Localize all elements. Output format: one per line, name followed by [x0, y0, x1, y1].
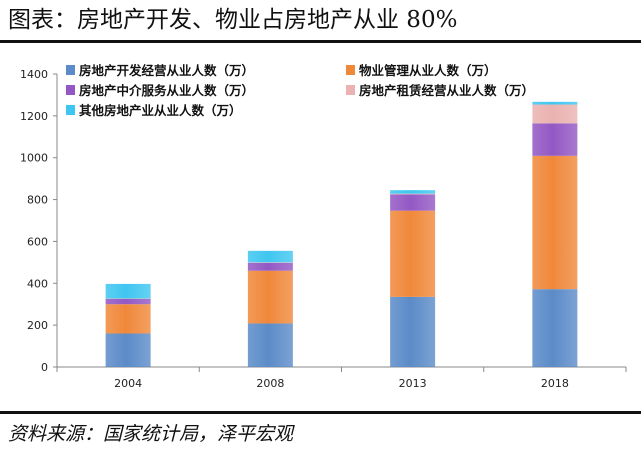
- bar-segment-2013-s4: [390, 190, 436, 194]
- bar-segment-2008-s2: [247, 262, 293, 271]
- bar-segment-2008-s0: [247, 323, 293, 367]
- bar-segment-2018-s0: [532, 289, 578, 367]
- legend-swatch: [346, 65, 355, 75]
- bar-segment-2013-s1: [390, 210, 436, 297]
- chart-title: 图表：房地产开发、物业占房地产从业 80%: [8, 7, 458, 33]
- footer-divider: [0, 411, 641, 414]
- y-tick-label: 0: [41, 361, 48, 374]
- legend-label: 房地产开发经营从业人数（万）: [79, 63, 254, 78]
- x-tick-label: 2018: [541, 377, 569, 390]
- legend-swatch: [66, 65, 75, 75]
- title-divider: [0, 40, 641, 43]
- bar-segment-2018-s1: [532, 155, 578, 290]
- x-tick-label: 2008: [256, 377, 284, 390]
- y-tick-label: 400: [27, 277, 48, 290]
- y-tick-label: 800: [27, 194, 48, 207]
- chart-legend: 房地产开发经营从业人数（万） 物业管理从业人数（万） 房地产中介服务从业人数（万） 房…: [66, 63, 534, 118]
- chart-axes: 0 200 400 600 800 1000 1200 1400 2004 2008 2013 201…: [20, 68, 627, 390]
- bar-segment-2013-s0: [390, 296, 436, 367]
- bar-segment-2004-s4: [105, 283, 151, 299]
- x-tick-label: 2013: [399, 377, 427, 390]
- source-note: 资料来源：国家统计局，泽平宏观: [8, 423, 294, 445]
- legend-swatch: [66, 85, 75, 95]
- bar-segment-2008-s4: [247, 250, 293, 263]
- bar-segment-2018-s2: [532, 123, 578, 156]
- bar-segment-2018-s4: [532, 101, 578, 105]
- bar-segment-2018-s3: [532, 104, 578, 124]
- y-tick-label: 1000: [20, 152, 48, 165]
- legend-label: 房地产租赁经营从业人数（万）: [359, 83, 534, 98]
- legend-swatch: [346, 85, 355, 95]
- x-tick-label: 2004: [114, 377, 142, 390]
- legend-label: 房地产中介服务从业人数（万）: [79, 83, 254, 98]
- bar-segment-2004-s2: [105, 298, 151, 305]
- legend-label: 物业管理从业人数（万）: [359, 63, 497, 78]
- y-tick-label: 200: [27, 319, 48, 332]
- legend-label: 其他房地产业从业人数（万）: [79, 103, 242, 118]
- bar-segment-2008-s1: [247, 270, 293, 324]
- y-tick-label: 1400: [20, 68, 48, 81]
- y-tick-label: 600: [27, 235, 48, 248]
- bar-segment-2013-s3: [390, 193, 436, 195]
- bar-segment-2004-s0: [105, 333, 151, 367]
- y-tick-label: 1200: [20, 110, 48, 123]
- legend-swatch: [66, 105, 75, 115]
- bar-segment-2013-s2: [390, 194, 436, 211]
- chart-bars: [105, 101, 578, 367]
- bar-segment-2004-s1: [105, 304, 151, 334]
